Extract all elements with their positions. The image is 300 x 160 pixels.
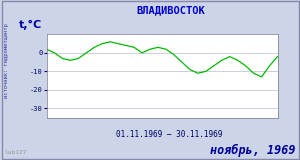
Text: lab127: lab127	[4, 150, 27, 155]
Text: ВЛАДИВОСТОК: ВЛАДИВОСТОК	[136, 5, 206, 15]
Text: t,°C: t,°C	[19, 20, 42, 30]
Text: 01.11.1969 – 30.11.1969: 01.11.1969 – 30.11.1969	[116, 130, 223, 139]
Text: источник: гидрометцентр: источник: гидрометцентр	[4, 23, 9, 98]
Text: ноябрь, 1969: ноябрь, 1969	[210, 144, 296, 157]
